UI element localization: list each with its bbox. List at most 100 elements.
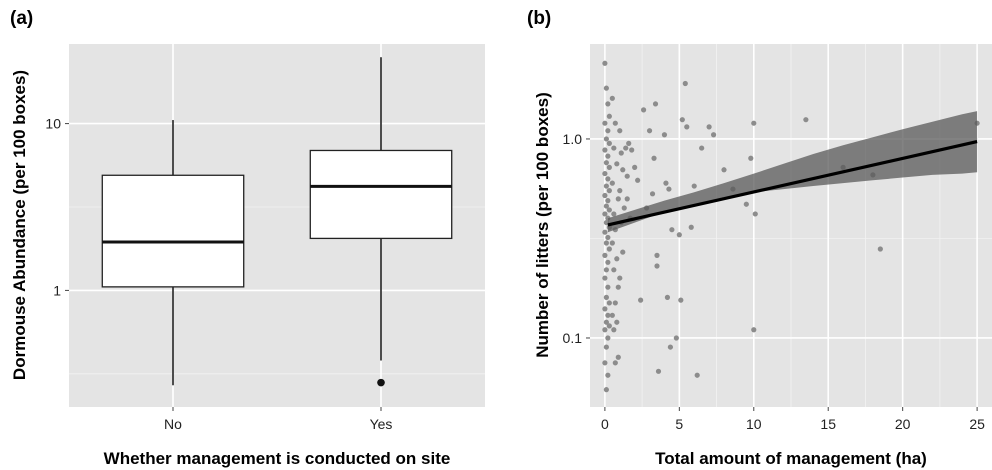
data-point [613,121,618,126]
x-tick-label: 20 [895,416,911,432]
data-point [602,121,607,126]
data-point [605,285,610,290]
data-point [678,298,683,303]
data-point [602,275,607,280]
data-point [617,275,622,280]
data-point [605,128,610,133]
data-point [721,167,726,172]
panel-a-x-ticks: No Yes [164,407,392,432]
data-point [614,320,619,325]
y-tick-label: 10 [45,116,61,132]
data-point [610,96,615,101]
data-point [625,174,630,179]
data-point [616,196,621,201]
panel-b-x-ticks: 0 5 10 15 20 25 [601,407,985,432]
iqr-box [310,150,451,238]
y-tick-label: 1 [53,282,61,298]
data-point [711,132,716,137]
data-point [654,263,659,268]
data-point [611,267,616,272]
data-point [602,360,607,365]
data-point [665,295,670,300]
x-tick-label: 10 [746,416,762,432]
data-point [668,344,673,349]
data-point [674,335,679,340]
data-point [602,327,607,332]
data-point [878,246,883,251]
data-point [803,117,808,122]
data-point [666,186,671,191]
data-point [602,230,607,235]
x-tick-label: 5 [675,416,683,432]
data-point [602,253,607,258]
data-point [602,171,607,176]
data-point [604,295,609,300]
panel-b: (b) 0.1 1.0 0 5 10 15 20 25 Total amount of ma… [527,8,992,468]
panel-a-y-ticks: 1 10 [45,116,69,299]
data-point [614,256,619,261]
panel-a-y-axis-title: Dormouse Abundance (per 100 boxes) [10,70,29,380]
data-point [604,136,609,141]
data-point [751,121,756,126]
data-point [605,198,610,203]
data-point [617,188,622,193]
data-point [605,313,610,318]
data-point [616,285,621,290]
x-tick-label: No [164,416,182,432]
data-point [607,246,612,251]
data-point [677,232,682,237]
x-tick-label: 15 [820,416,836,432]
data-point [620,250,625,255]
panel-a-letter: (a) [10,8,33,29]
data-point [610,313,615,318]
data-point [669,227,674,232]
data-point [684,124,689,129]
data-point [623,145,628,150]
data-point [611,145,616,150]
data-point [635,178,640,183]
data-point [605,373,610,378]
data-point [602,147,607,152]
x-tick-label: 0 [601,416,609,432]
data-point [605,101,610,106]
data-point [638,298,643,303]
data-point [604,387,609,392]
data-point [663,181,668,186]
data-point [626,141,631,146]
data-point [744,202,749,207]
data-point [662,132,667,137]
y-tick-label: 0.1 [563,330,583,346]
panel-b-y-axis-title: Number of litters (per 100 boxes) [533,92,552,357]
iqr-box [102,175,243,287]
data-point [641,107,646,112]
data-point [604,86,609,91]
data-point [607,165,612,170]
data-point [604,344,609,349]
data-point [617,128,622,133]
panel-b-x-axis-title: Total amount of management (ha) [655,449,927,468]
data-point [683,81,688,86]
data-point [625,196,630,201]
data-point [610,240,615,245]
data-point [613,300,618,305]
data-point [611,327,616,332]
x-tick-label: Yes [370,416,393,432]
data-point [607,207,612,212]
data-point [753,211,758,216]
data-point [707,124,712,129]
data-point [654,253,659,258]
data-point [604,240,609,245]
data-point [602,211,607,216]
data-point [604,267,609,272]
data-point [611,211,616,216]
data-point [650,191,655,196]
data-point [647,128,652,133]
data-point [651,156,656,161]
data-point [604,183,609,188]
panel-a-x-axis-title: Whether management is conducted on site [104,449,451,468]
data-point [695,373,700,378]
data-point [607,300,612,305]
data-point [616,355,621,360]
x-tick-label: 25 [969,416,985,432]
